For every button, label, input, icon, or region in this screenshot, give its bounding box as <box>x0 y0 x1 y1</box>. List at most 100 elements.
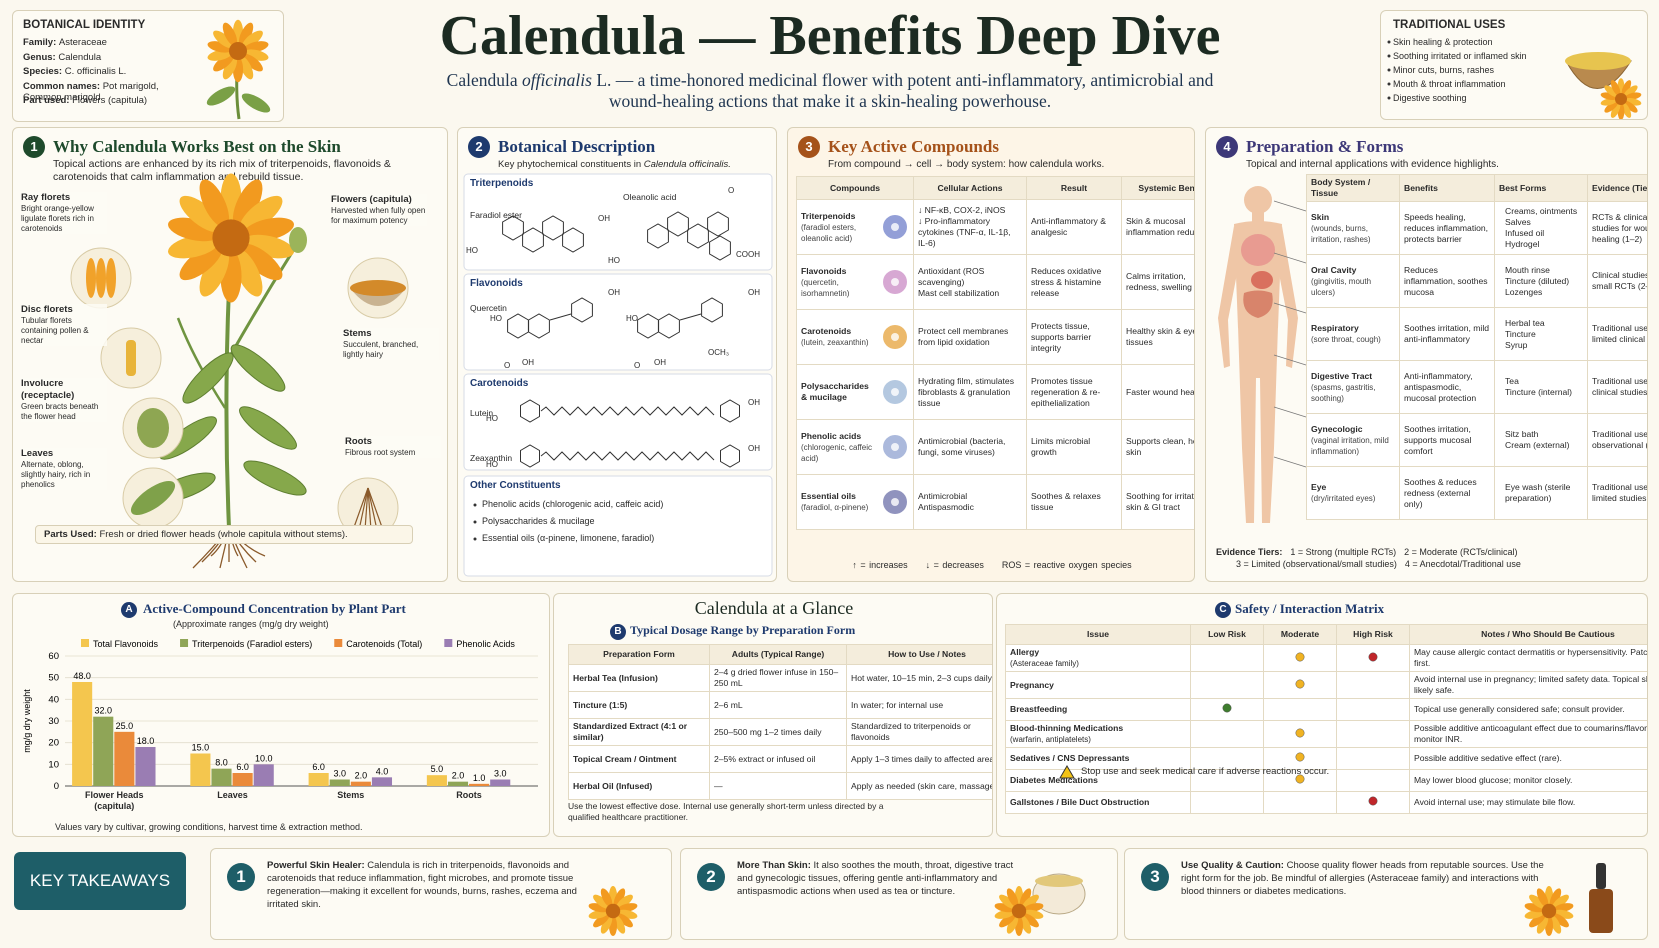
risk-dot <box>1368 796 1378 806</box>
compound-detail: (lutein, zeaxanthin) <box>801 338 869 347</box>
leaf <box>230 344 286 392</box>
legend-swatch <box>180 639 189 647</box>
compounds-table: Compounds Cellular Actions Result Systemic … <box>796 176 1194 530</box>
risk-cell <box>1336 671 1410 699</box>
risk-cell <box>1190 644 1264 672</box>
safety-row: Gallstones / Bile Duct Obstruction Avoid … <box>1005 791 1647 814</box>
compound-cell: Phenolic acids (chlorogenic, caffeic acid… <box>796 419 914 475</box>
bar <box>308 773 329 786</box>
legend-label: Phenolic Acids <box>456 639 515 649</box>
action-line: ↓ NF-κB, COX-2, iNOS <box>918 205 1006 215</box>
botanical-panel: 2 Botanical Description Key phytochemical … <box>457 127 777 582</box>
compound-cell: Carotenoids (lutein, zeaxanthin) <box>796 309 914 365</box>
takeaway-title: More Than Skin: <box>737 860 811 871</box>
y-tick-label: 50 <box>48 673 59 684</box>
bar <box>426 775 447 786</box>
panel-intro: Topical actions are enhanced by its rich… <box>53 158 391 183</box>
dosage-title: Typical Dosage Range by Preparation Form <box>630 623 856 637</box>
molecule-ring <box>720 399 740 423</box>
flower-center <box>1615 93 1627 105</box>
atom-label: OCH₃ <box>708 348 730 357</box>
risk-indicator <box>1222 703 1232 713</box>
plant-label-title: Leaves <box>21 448 54 459</box>
petal <box>1529 894 1546 909</box>
pointer <box>1273 252 1307 264</box>
pointer <box>1273 302 1307 314</box>
takeaway-card: 1 Powerful Skin Healer: Calendula is rich… <box>210 848 672 940</box>
risk-cell <box>1263 791 1337 814</box>
risk-indicator <box>1368 652 1378 661</box>
molecule-ring <box>520 444 540 468</box>
column-header: Moderate <box>1263 624 1337 645</box>
root <box>367 487 384 531</box>
risk-cell <box>1190 698 1264 721</box>
glance-panel: Calendula at a Glance B Typical Dosage Ran… <box>553 593 993 837</box>
compound-name: Zeaxanthin <box>470 453 513 463</box>
bar <box>211 768 232 786</box>
form-cell: Herbal Oil (Infused) <box>568 772 710 800</box>
molecule-ring <box>707 211 729 237</box>
risk-indicator <box>1295 728 1305 737</box>
plant-illustration <box>70 173 409 569</box>
tier-item: 4 = Anecdotal/Traditional use <box>1404 559 1521 569</box>
chart-subtitle: (Approximate ranges (mg/g dry weight) <box>173 619 329 629</box>
table-header: Body System / Tissue Benefits Best Forms Ev… <box>1306 174 1647 202</box>
legs <box>1238 326 1278 523</box>
subtitle-text: L. — a time-honored medicinal flower wit… <box>591 70 1214 111</box>
atom-label: HO <box>608 256 620 265</box>
group-name: Carotenoids <box>470 378 529 389</box>
compound-icon <box>883 215 907 239</box>
preparation-row: Respiratory (sore throat, cough) Soothes i… <box>1306 307 1647 361</box>
petal <box>179 195 223 233</box>
compound-icon <box>883 490 907 514</box>
group-name: Triterpenoids <box>470 178 534 189</box>
dosage-cell: 2–5% extract or infused oil <box>709 745 847 773</box>
bar <box>253 764 274 786</box>
issue-cell: Pregnancy <box>1005 671 1191 699</box>
flower-center <box>212 219 250 257</box>
column-header: Result <box>1026 176 1122 200</box>
dosage-note: Use the lowest effective dose. Internal … <box>568 801 884 822</box>
value-label: 3.0 <box>494 769 507 779</box>
pointer <box>1273 354 1307 366</box>
identity-row: Genus: Calendula <box>23 52 193 63</box>
petal <box>1536 888 1549 907</box>
page-title: Calendula — Benefits Deep Dive <box>439 5 1221 67</box>
plant-label-title: Stems <box>343 328 372 339</box>
section-letter: C <box>1215 602 1231 618</box>
petal <box>1552 913 1569 928</box>
dosage-row: Topical Cream / Ointment 2–5% extract or … <box>568 745 992 773</box>
benefit-cell: Soothing for irritated skin & GI tract <box>1121 474 1194 530</box>
issue-detail: (Asteraceae family) <box>1010 659 1079 668</box>
plant-label: Roots Fibrous root system <box>345 436 441 458</box>
evidence-cell: Traditional use, clinical studies (2–3) <box>1587 360 1647 414</box>
dosage-cell: 2–6 mL <box>709 691 847 719</box>
takeaway-number: 2 <box>697 863 725 891</box>
legend-swatch <box>444 639 453 647</box>
petal <box>242 53 263 72</box>
atom-label: OH <box>748 288 760 297</box>
stem <box>176 317 227 409</box>
note-cell: Avoid internal use; may stimulate bile f… <box>1409 791 1647 814</box>
cell-nucleus <box>891 333 899 341</box>
compound-row: Triterpenoids (faradiol esters, oleanolic… <box>796 199 1194 255</box>
issue-detail: (warfarin, antiplatelets) <box>1010 735 1091 744</box>
molecule-ring <box>647 223 669 249</box>
issue-cell: Allergy (Asteraceae family) <box>1005 644 1191 672</box>
form-item: Syrup <box>1505 339 1528 350</box>
column-header: Adults (Typical Range) <box>709 644 847 665</box>
compound-icon <box>883 270 907 294</box>
dosage-cell: Standardized to triterpenoids or flavono… <box>846 718 992 746</box>
value-label: 2.0 <box>355 771 368 781</box>
action-line: Antimicrobial (bacteria, fungi, some vir… <box>918 436 1006 457</box>
safety-row: Allergy (Asteraceae family) May cause alle… <box>1005 644 1647 672</box>
compound-detail: (chlorogenic, caffeic acid) <box>801 442 872 463</box>
preparation-row: Digestive Tract (spasms, gastritis, sooth… <box>1306 360 1647 414</box>
panel-title: Key Active Compounds <box>828 137 999 156</box>
value-label: 15.0 <box>192 743 210 753</box>
risk-indicator <box>1295 652 1305 661</box>
safety-panel: C Safety / Interaction Matrix Issue Low Ris… <box>996 593 1648 837</box>
column-header: Best Forms <box>1494 174 1588 202</box>
bar <box>329 779 350 786</box>
table-header: Issue Low Risk Moderate High Risk Notes / Wh… <box>1005 624 1647 645</box>
